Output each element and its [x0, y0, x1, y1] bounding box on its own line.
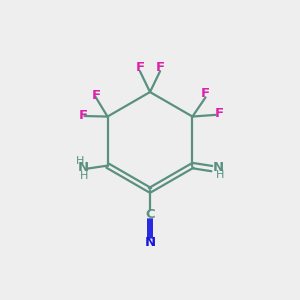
Text: N: N: [78, 161, 89, 175]
Text: F: F: [78, 110, 87, 122]
Text: H: H: [80, 171, 88, 181]
Text: N: N: [212, 160, 224, 174]
Text: F: F: [201, 87, 210, 100]
Text: H: H: [216, 170, 224, 180]
Text: H: H: [76, 156, 84, 166]
Text: F: F: [214, 107, 224, 120]
Text: C: C: [145, 208, 155, 221]
Text: F: F: [135, 61, 145, 74]
Text: F: F: [92, 89, 101, 102]
Text: F: F: [155, 61, 165, 74]
Text: N: N: [144, 236, 156, 249]
